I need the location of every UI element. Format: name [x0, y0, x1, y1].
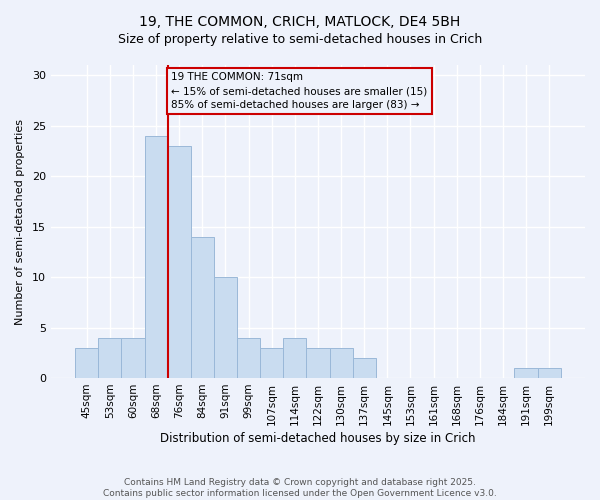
- Text: 19, THE COMMON, CRICH, MATLOCK, DE4 5BH: 19, THE COMMON, CRICH, MATLOCK, DE4 5BH: [139, 15, 461, 29]
- Bar: [214, 277, 237, 378]
- Text: Size of property relative to semi-detached houses in Crich: Size of property relative to semi-detach…: [118, 32, 482, 46]
- Bar: [283, 338, 307, 378]
- X-axis label: Distribution of semi-detached houses by size in Crich: Distribution of semi-detached houses by …: [160, 432, 476, 445]
- Bar: [307, 348, 329, 378]
- Text: Contains HM Land Registry data © Crown copyright and database right 2025.
Contai: Contains HM Land Registry data © Crown c…: [103, 478, 497, 498]
- Bar: [121, 338, 145, 378]
- Bar: [75, 348, 98, 378]
- Bar: [145, 136, 167, 378]
- Bar: [329, 348, 353, 378]
- Text: 19 THE COMMON: 71sqm
← 15% of semi-detached houses are smaller (15)
85% of semi-: 19 THE COMMON: 71sqm ← 15% of semi-detac…: [171, 72, 427, 110]
- Bar: [353, 358, 376, 378]
- Bar: [260, 348, 283, 378]
- Bar: [167, 146, 191, 378]
- Bar: [514, 368, 538, 378]
- Y-axis label: Number of semi-detached properties: Number of semi-detached properties: [15, 118, 25, 324]
- Bar: [191, 236, 214, 378]
- Bar: [237, 338, 260, 378]
- Bar: [98, 338, 121, 378]
- Bar: [538, 368, 561, 378]
